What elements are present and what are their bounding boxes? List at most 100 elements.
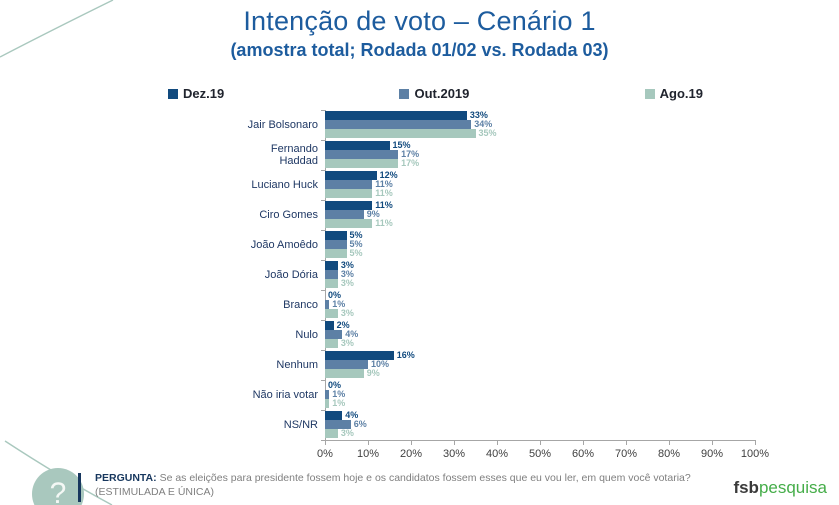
value-label: 4% [345,410,359,420]
legend-item-out2019: Out.2019 [399,86,469,101]
value-label: 0% [328,290,342,300]
question-text: PERGUNTA: Se as eleições para presidente… [95,471,725,499]
bar [325,159,399,168]
x-axis-tick-label: 40% [485,448,509,460]
x-axis-tick-label: 80% [657,448,681,460]
value-label: 0% [328,380,342,390]
bar [325,390,330,399]
bar [325,300,330,309]
bar [325,270,338,279]
bar-line: 6% [325,420,755,429]
bar-group: 0% 1% 1% [325,380,755,410]
value-label: 17% [401,149,420,159]
bar [325,339,338,348]
chart-row: Jair Bolsonaro 33% 34% 35% [233,110,755,140]
bar-line: 16% [325,351,755,360]
fsb-pesquisa-logo: fsbpesquisa [733,478,827,498]
bar-chart: Jair Bolsonaro 33% 34% 35% Fernando Haddad 15… [233,110,793,480]
bar [325,141,390,150]
bar [325,219,373,228]
x-axis-tick-label: 50% [528,448,552,460]
bar-line: 3% [325,309,755,318]
category-label: Ciro Gomes [259,209,318,221]
bar [325,261,338,270]
category-label: NS/NR [283,419,318,431]
category-label: João Amoêdo [250,239,318,251]
y-axis-tick [321,320,325,321]
x-axis-tick-label: 60% [571,448,595,460]
bar [325,330,343,339]
value-label: 1% [332,299,346,309]
bar [325,171,377,180]
bar [325,129,476,138]
legend-label-out2019: Out.2019 [414,86,470,101]
x-axis-tick-label: 70% [614,448,638,460]
bar-line: 4% [325,411,755,420]
value-label: 11% [375,218,393,228]
legend-swatch-dez19 [168,88,178,99]
x-axis-tick [755,441,756,445]
value-label: 17% [401,158,420,168]
logo-text-bold: fsb [733,478,759,497]
value-label: 5% [349,248,363,258]
bar-chart-rows: Jair Bolsonaro 33% 34% 35% Fernando Haddad 15… [233,110,755,440]
bar-group: 0% 1% 3% [325,290,755,320]
chart-row: NS/NR 4% 6% 3% [233,410,755,440]
value-label: 1% [332,389,346,399]
x-axis-tick [712,441,713,445]
bar-line: 11% [325,201,755,210]
bar-group: 12% 11% 11% [325,170,755,200]
value-label: 35% [478,128,497,138]
y-axis-tick [321,200,325,201]
bar-line: 3% [325,429,755,438]
chart-row: Luciano Huck 12% 11% 11% [233,170,755,200]
bar-line: 35% [325,129,755,138]
bar-line: 3% [325,339,755,348]
category-label: Não iria votar [252,389,318,401]
bar [325,150,399,159]
y-axis-tick [321,170,325,171]
bar [325,201,373,210]
footer-accent-bar [78,473,81,502]
category-label: Luciano Huck [251,179,318,191]
legend-label-dez19: Dez.19 [183,86,225,101]
bar-line: 17% [325,150,755,159]
bar-line: 2% [325,321,755,330]
bar-line: 15% [325,141,755,150]
bar-line: 0% [325,291,755,300]
value-label: 5% [349,239,363,249]
bar [325,369,364,378]
x-axis-tick [583,441,584,445]
value-label: 1% [332,398,346,408]
y-axis-tick [321,260,325,261]
x-axis-tick-label: 90% [700,448,724,460]
bar [325,240,347,249]
bar-group: 15% 17% 17% [325,140,755,170]
bar-line: 5% [325,231,755,240]
category-label: Nulo [295,329,318,341]
legend-swatch-ago19 [644,88,655,99]
logo-text-light: pesquisa [758,478,827,497]
y-axis-tick [321,350,325,351]
bar-group: 2% 4% 3% [325,320,755,350]
value-label: 3% [340,428,354,438]
bar-line: 17% [325,159,755,168]
bar-line: 34% [325,120,755,129]
x-axis-tick-label: 0% [317,448,333,460]
x-axis-tick-label: 20% [399,448,423,460]
x-axis-tick [368,441,369,445]
x-axis-tick-label: 100% [740,448,770,460]
y-axis-tick [321,290,325,291]
y-axis-tick [321,440,325,441]
question-note: (ESTIMULADA E ÚNICA) [95,486,215,498]
y-axis-tick [321,380,325,381]
page-title: Intenção de voto – Cenário 1 [243,6,596,36]
bar [325,360,368,369]
category-label: Jair Bolsonaro [247,119,318,131]
bar-line: 3% [325,279,755,288]
value-label: 4% [345,329,359,339]
bar-group: 33% 34% 35% [325,110,755,140]
x-axis-tick [626,441,627,445]
bar-line: 9% [325,369,755,378]
question-label: PERGUNTA: [95,472,157,484]
